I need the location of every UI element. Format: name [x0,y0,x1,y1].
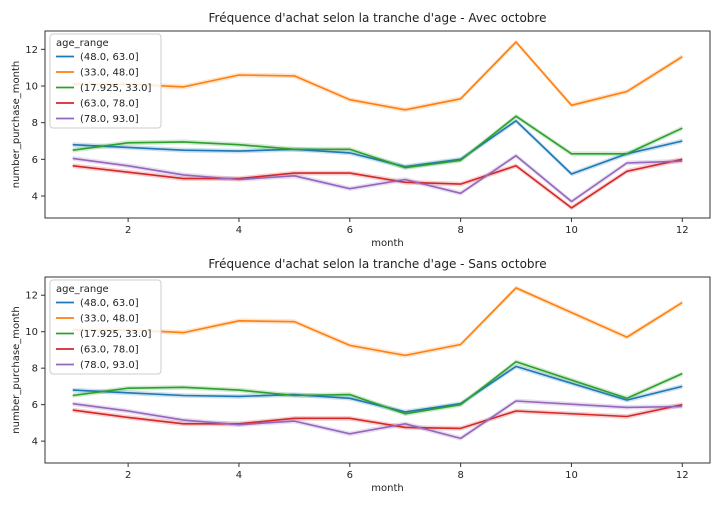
x-tick-label: 8 [457,225,463,236]
legend-entry: (63.0, 78.0] [80,99,139,110]
legend-title: age_range [56,38,109,49]
series-line [72,365,683,413]
legend-entry: (33.0, 48.0] [80,68,139,79]
series-line [72,41,683,111]
legend-entry: (33.0, 48.0] [80,314,139,325]
x-axis-label: month [371,238,403,249]
series-line [72,154,683,203]
x-tick-label: 10 [565,225,578,236]
confidence-band [72,39,683,113]
x-tick-label: 2 [125,225,131,236]
y-axis-label: number_purchase_month [11,306,22,433]
series-line [72,115,683,169]
legend: age_range (48.0, 63.0] (33.0, 48.0] (17.925… [49,33,162,129]
y-axis-label: number_purchase_month [11,61,22,188]
y-tick-label: 12 [25,45,38,56]
legend-entry: (78.0, 93.0] [80,360,139,371]
y-tick-label: 4 [32,192,38,203]
x-tick-label: 8 [457,470,463,481]
legend-entry: (63.0, 78.0] [80,345,139,356]
plot-frame [44,276,711,464]
x-tick-label: 10 [565,470,578,481]
legend: age_range (48.0, 63.0] (33.0, 48.0] (17.925… [49,279,162,375]
y-tick-label: 6 [32,155,38,166]
y-tick-label: 8 [32,118,38,129]
x-tick-label: 4 [236,225,242,236]
y-tick-label: 8 [32,364,38,375]
confidence-band [72,113,683,170]
y-tick-label: 12 [25,291,38,302]
legend-entry: (48.0, 63.0] [80,298,139,309]
x-tick-label: 6 [347,225,353,236]
series-line [72,120,683,175]
plot-frame [44,30,711,219]
x-tick-label: 12 [676,225,689,236]
legend-entry: (48.0, 63.0] [80,52,139,63]
series-line [72,403,683,430]
x-tick-label: 2 [125,470,131,481]
legend-entry: (17.925, 33.0] [80,83,152,94]
series-line [72,287,683,357]
x-tick-label: 6 [347,470,353,481]
legend-title: age_range [56,284,109,295]
x-tick-label: 12 [676,470,689,481]
x-axis-label: month [371,483,403,494]
series-line [72,361,683,415]
series-line [72,158,683,209]
y-tick-label: 10 [25,327,38,338]
legend-entry: (17.925, 33.0] [80,329,152,340]
chart-panel: Fréquence d'achat selon la tranche d'age… [11,257,711,494]
y-tick-label: 10 [25,82,38,93]
chart-panel: Fréquence d'achat selon la tranche d'age… [11,11,711,249]
series-line [72,400,683,440]
confidence-band [72,153,683,204]
legend-box [49,279,162,375]
legend-box [49,33,162,129]
chart-title: Fréquence d'achat selon la tranche d'age… [208,257,546,271]
x-tick-label: 4 [236,470,242,481]
chart-title: Fréquence d'achat selon la tranche d'age… [209,11,547,25]
confidence-band [72,118,683,177]
legend-entry: (78.0, 93.0] [80,114,139,125]
y-tick-label: 4 [32,437,38,448]
y-tick-label: 6 [32,400,38,411]
confidence-band [72,398,683,441]
